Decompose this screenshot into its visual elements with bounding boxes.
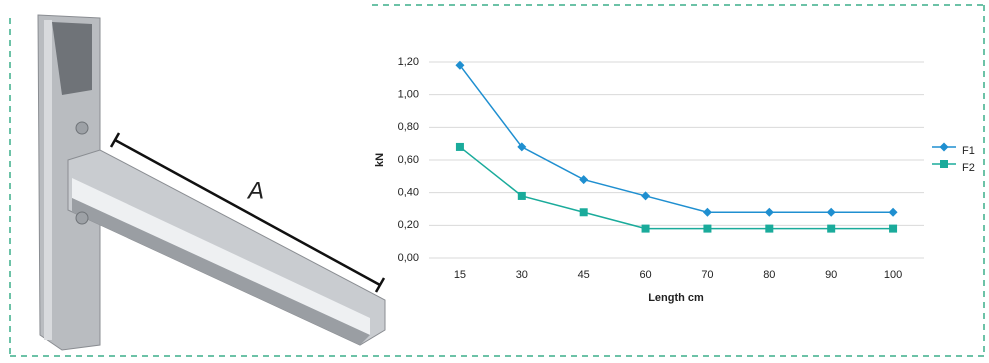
x-axis-label: Length cm [648, 292, 704, 304]
point [827, 224, 836, 233]
y-tick-label: 0,80 [398, 121, 419, 133]
dimension-label: A [246, 177, 264, 204]
point [765, 224, 774, 233]
x-tick-label: 100 [884, 269, 902, 281]
x-tick-label: 60 [639, 269, 651, 281]
point [888, 207, 898, 217]
point [703, 224, 712, 233]
legend-marker [939, 142, 949, 152]
point [579, 175, 589, 185]
y-axis-label: kN [374, 153, 386, 167]
y-tick-label: 0,60 [398, 154, 419, 166]
legend-marker [940, 160, 948, 168]
bracket-illustration [37, 14, 386, 351]
y-tick-label: 1,20 [398, 56, 419, 68]
series-line [459, 146, 894, 230]
point [702, 207, 712, 217]
y-tick-label: 1,00 [398, 89, 419, 101]
y-tick-label: 0,20 [398, 219, 419, 231]
point [455, 142, 464, 151]
x-tick-label: 70 [701, 269, 713, 281]
x-tick-label: 90 [825, 269, 837, 281]
x-tick-label: 45 [578, 269, 590, 281]
x-tick-label: 80 [763, 269, 775, 281]
legend-label: F1 [962, 145, 975, 157]
point [826, 207, 836, 217]
frame [9, 4, 985, 357]
y-tick-label: 0,00 [398, 252, 419, 264]
series-line [459, 64, 894, 214]
point [517, 191, 526, 200]
point [579, 208, 588, 217]
point [889, 224, 898, 233]
point [641, 224, 650, 233]
x-tick-label: 15 [454, 269, 466, 281]
legend-label: F2 [962, 162, 975, 174]
point [641, 191, 651, 201]
point [764, 207, 774, 217]
point [517, 142, 527, 152]
x-tick-label: 30 [516, 269, 528, 281]
point [455, 60, 465, 70]
y-tick-label: 0,40 [398, 187, 419, 199]
